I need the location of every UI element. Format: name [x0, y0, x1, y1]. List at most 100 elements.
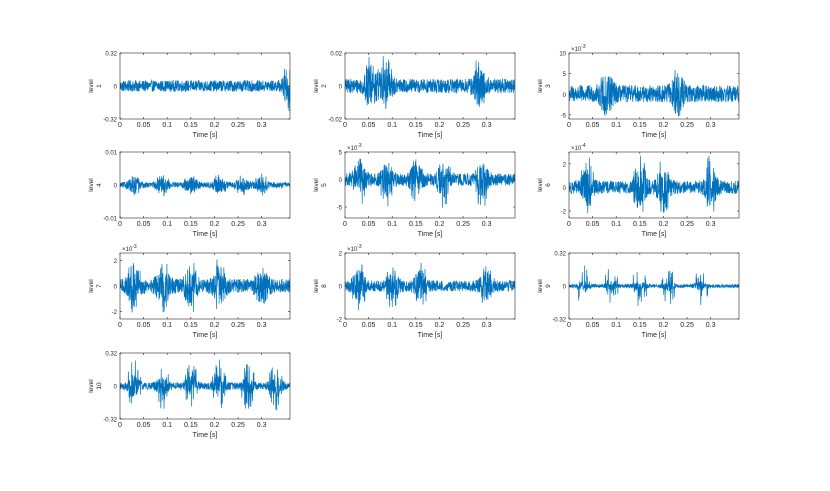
y-tick-label: 0	[339, 85, 343, 91]
x-tick-label: 0.2	[210, 122, 220, 129]
y-axis-label: level5	[313, 178, 328, 192]
y-tick-label: 0	[114, 385, 118, 391]
y-exponent-label: ×10-4	[571, 143, 586, 152]
y-tick-label: 0	[339, 285, 343, 291]
y-tick-label: 0	[114, 85, 118, 91]
axes-box	[568, 151, 740, 219]
x-tick-label: 0	[567, 322, 571, 329]
y-exponent-label: ×10-3	[571, 44, 586, 53]
y-tick-label: 5	[563, 72, 567, 78]
y-tick-label: 0.32	[105, 352, 117, 358]
x-tick-label: 0.1	[611, 122, 621, 129]
x-tick-label: 0.2	[435, 221, 445, 228]
x-tick-label: 0.05	[137, 221, 151, 228]
y-tick-label: 0.02	[330, 52, 342, 58]
y-tick-label: 2	[339, 252, 343, 258]
y-tick-label: 10	[559, 52, 566, 58]
x-tick-label: 0.05	[362, 322, 376, 329]
x-tick-label: 0.25	[231, 122, 245, 129]
x-tick-label: 0.1	[387, 221, 397, 228]
signal-line	[345, 56, 515, 110]
x-tick-label: 0.15	[184, 322, 198, 329]
x-tick-label: 0.15	[633, 322, 647, 329]
signal-line	[569, 70, 739, 117]
x-tick-label: 0.2	[210, 422, 220, 429]
y-tick-label: 2	[114, 259, 118, 265]
x-tick-label: 0.1	[162, 221, 172, 228]
x-tick-label: 0.3	[482, 122, 492, 129]
x-tick-label: 0.2	[435, 322, 445, 329]
x-tick-label: 0.25	[456, 122, 470, 129]
x-axis-label: Time [s]	[193, 332, 218, 339]
x-tick-label: 0.15	[184, 221, 198, 228]
y-axis-label: level4	[88, 178, 103, 192]
x-tick-label: 0.15	[409, 221, 423, 228]
axes-box	[344, 151, 516, 219]
y-axis-label: level1	[88, 79, 103, 93]
x-tick-label: 0.2	[210, 322, 220, 329]
x-tick-label: 0.25	[456, 322, 470, 329]
plot-area	[569, 53, 739, 119]
x-tick-label: 0.3	[482, 322, 492, 329]
x-tick-label: 0.25	[680, 221, 694, 228]
y-axis-label: level10	[88, 379, 103, 393]
x-tick-label: 0	[567, 122, 571, 129]
x-axis-label: Time [s]	[642, 231, 667, 238]
y-tick-label: -0.01	[103, 217, 117, 223]
x-tick-label: 0.15	[633, 221, 647, 228]
x-tick-label: 0.05	[362, 122, 376, 129]
y-axis-label: level2	[313, 79, 328, 93]
x-tick-label: 0.15	[633, 122, 647, 129]
x-tick-label: 0.3	[257, 122, 267, 129]
x-tick-label: 0.2	[659, 122, 669, 129]
x-tick-label: 0.05	[137, 422, 151, 429]
x-tick-label: 0.3	[706, 322, 716, 329]
y-axis-label: level8	[313, 279, 328, 293]
x-tick-label: 0.15	[409, 322, 423, 329]
x-axis-label: Time [s]	[642, 132, 667, 139]
x-tick-label: 0.25	[231, 422, 245, 429]
x-tick-label: 0.15	[409, 122, 423, 129]
x-tick-label: 0.25	[680, 322, 694, 329]
x-tick-label: 0.05	[362, 221, 376, 228]
x-tick-label: 0.15	[184, 422, 198, 429]
y-axis-label: level6	[537, 178, 552, 192]
y-tick-label: -5	[561, 113, 567, 119]
y-tick-label: 0.01	[105, 151, 117, 157]
x-tick-label: 0	[118, 221, 122, 228]
x-tick-label: 0	[567, 221, 571, 228]
x-tick-label: 0.2	[659, 322, 669, 329]
y-tick-label: -2	[112, 310, 118, 316]
x-axis-label: Time [s]	[193, 432, 218, 439]
y-tick-label: -0.32	[552, 318, 566, 324]
y-axis-label: level3	[537, 79, 552, 93]
signal-line	[345, 158, 515, 208]
x-tick-label: 0.1	[162, 422, 172, 429]
subplot-5: 0 0.05 0.1 0.15 0.2 0.25 0.3 5 0 -5 ×10-3 Time [s] l…	[313, 143, 516, 238]
x-tick-label: 0.1	[611, 221, 621, 228]
x-axis-label: Time [s]	[193, 231, 218, 238]
y-tick-label: 0	[114, 285, 118, 291]
x-axis-label: Time [s]	[418, 132, 443, 139]
x-tick-label: 0	[118, 422, 122, 429]
x-tick-label: 0	[118, 322, 122, 329]
x-tick-label: 0.05	[586, 122, 600, 129]
signal-line	[120, 68, 290, 112]
y-tick-label: 0	[563, 285, 567, 291]
signal-line	[569, 155, 739, 214]
y-exponent-label: ×10-3	[122, 244, 137, 253]
x-tick-label: 0.25	[456, 221, 470, 228]
y-exponent-label: ×10-3	[347, 143, 362, 152]
x-tick-label: 0.25	[231, 221, 245, 228]
x-tick-label: 0.1	[611, 322, 621, 329]
x-tick-label: 0.1	[387, 322, 397, 329]
x-tick-label: 0	[343, 221, 347, 228]
